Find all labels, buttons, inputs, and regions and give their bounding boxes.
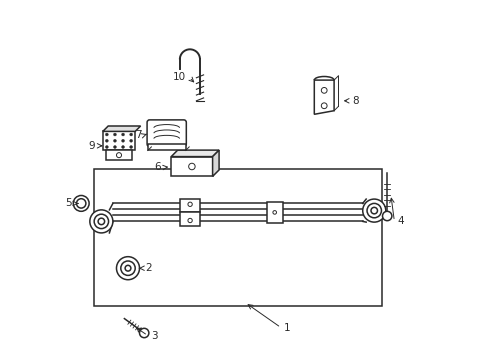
Circle shape (130, 145, 133, 148)
Circle shape (130, 139, 133, 142)
Circle shape (94, 214, 109, 229)
Bar (148, 144, 186, 150)
Circle shape (121, 261, 135, 275)
Bar (180, 212, 200, 226)
Circle shape (117, 257, 140, 280)
Polygon shape (314, 80, 334, 114)
Text: 8: 8 (352, 96, 359, 106)
Circle shape (74, 195, 89, 211)
Bar (106, 150, 132, 160)
Circle shape (130, 133, 133, 136)
Circle shape (363, 199, 386, 222)
Bar (171, 157, 213, 176)
Bar (103, 131, 135, 150)
Text: 3: 3 (151, 330, 157, 341)
Circle shape (140, 328, 149, 338)
Text: 10: 10 (173, 72, 186, 82)
Circle shape (188, 202, 192, 206)
Circle shape (114, 133, 117, 136)
Bar (267, 202, 283, 223)
Circle shape (371, 207, 377, 214)
Circle shape (105, 139, 108, 142)
Text: 7: 7 (135, 130, 141, 140)
Text: 6: 6 (154, 162, 161, 172)
Circle shape (367, 203, 381, 218)
Text: 2: 2 (145, 263, 152, 273)
Circle shape (105, 145, 108, 148)
Text: 4: 4 (397, 216, 404, 226)
Circle shape (383, 211, 392, 221)
Circle shape (189, 163, 195, 170)
FancyBboxPatch shape (147, 120, 186, 147)
Circle shape (321, 87, 327, 93)
Polygon shape (103, 126, 141, 131)
Text: 5: 5 (66, 198, 72, 208)
Circle shape (122, 139, 124, 142)
Circle shape (90, 210, 113, 233)
Circle shape (122, 145, 124, 148)
Circle shape (117, 153, 122, 158)
Polygon shape (171, 150, 219, 157)
Circle shape (273, 211, 276, 214)
Circle shape (76, 199, 86, 208)
Polygon shape (213, 150, 219, 176)
Text: 1: 1 (284, 323, 291, 333)
Circle shape (114, 139, 117, 142)
Circle shape (98, 218, 104, 225)
Circle shape (188, 218, 192, 222)
Bar (94, 169, 382, 306)
Circle shape (122, 133, 124, 136)
Circle shape (105, 133, 108, 136)
Circle shape (125, 265, 131, 271)
Text: 9: 9 (89, 141, 95, 151)
Circle shape (321, 103, 327, 109)
Bar (180, 199, 200, 212)
Circle shape (114, 145, 117, 148)
